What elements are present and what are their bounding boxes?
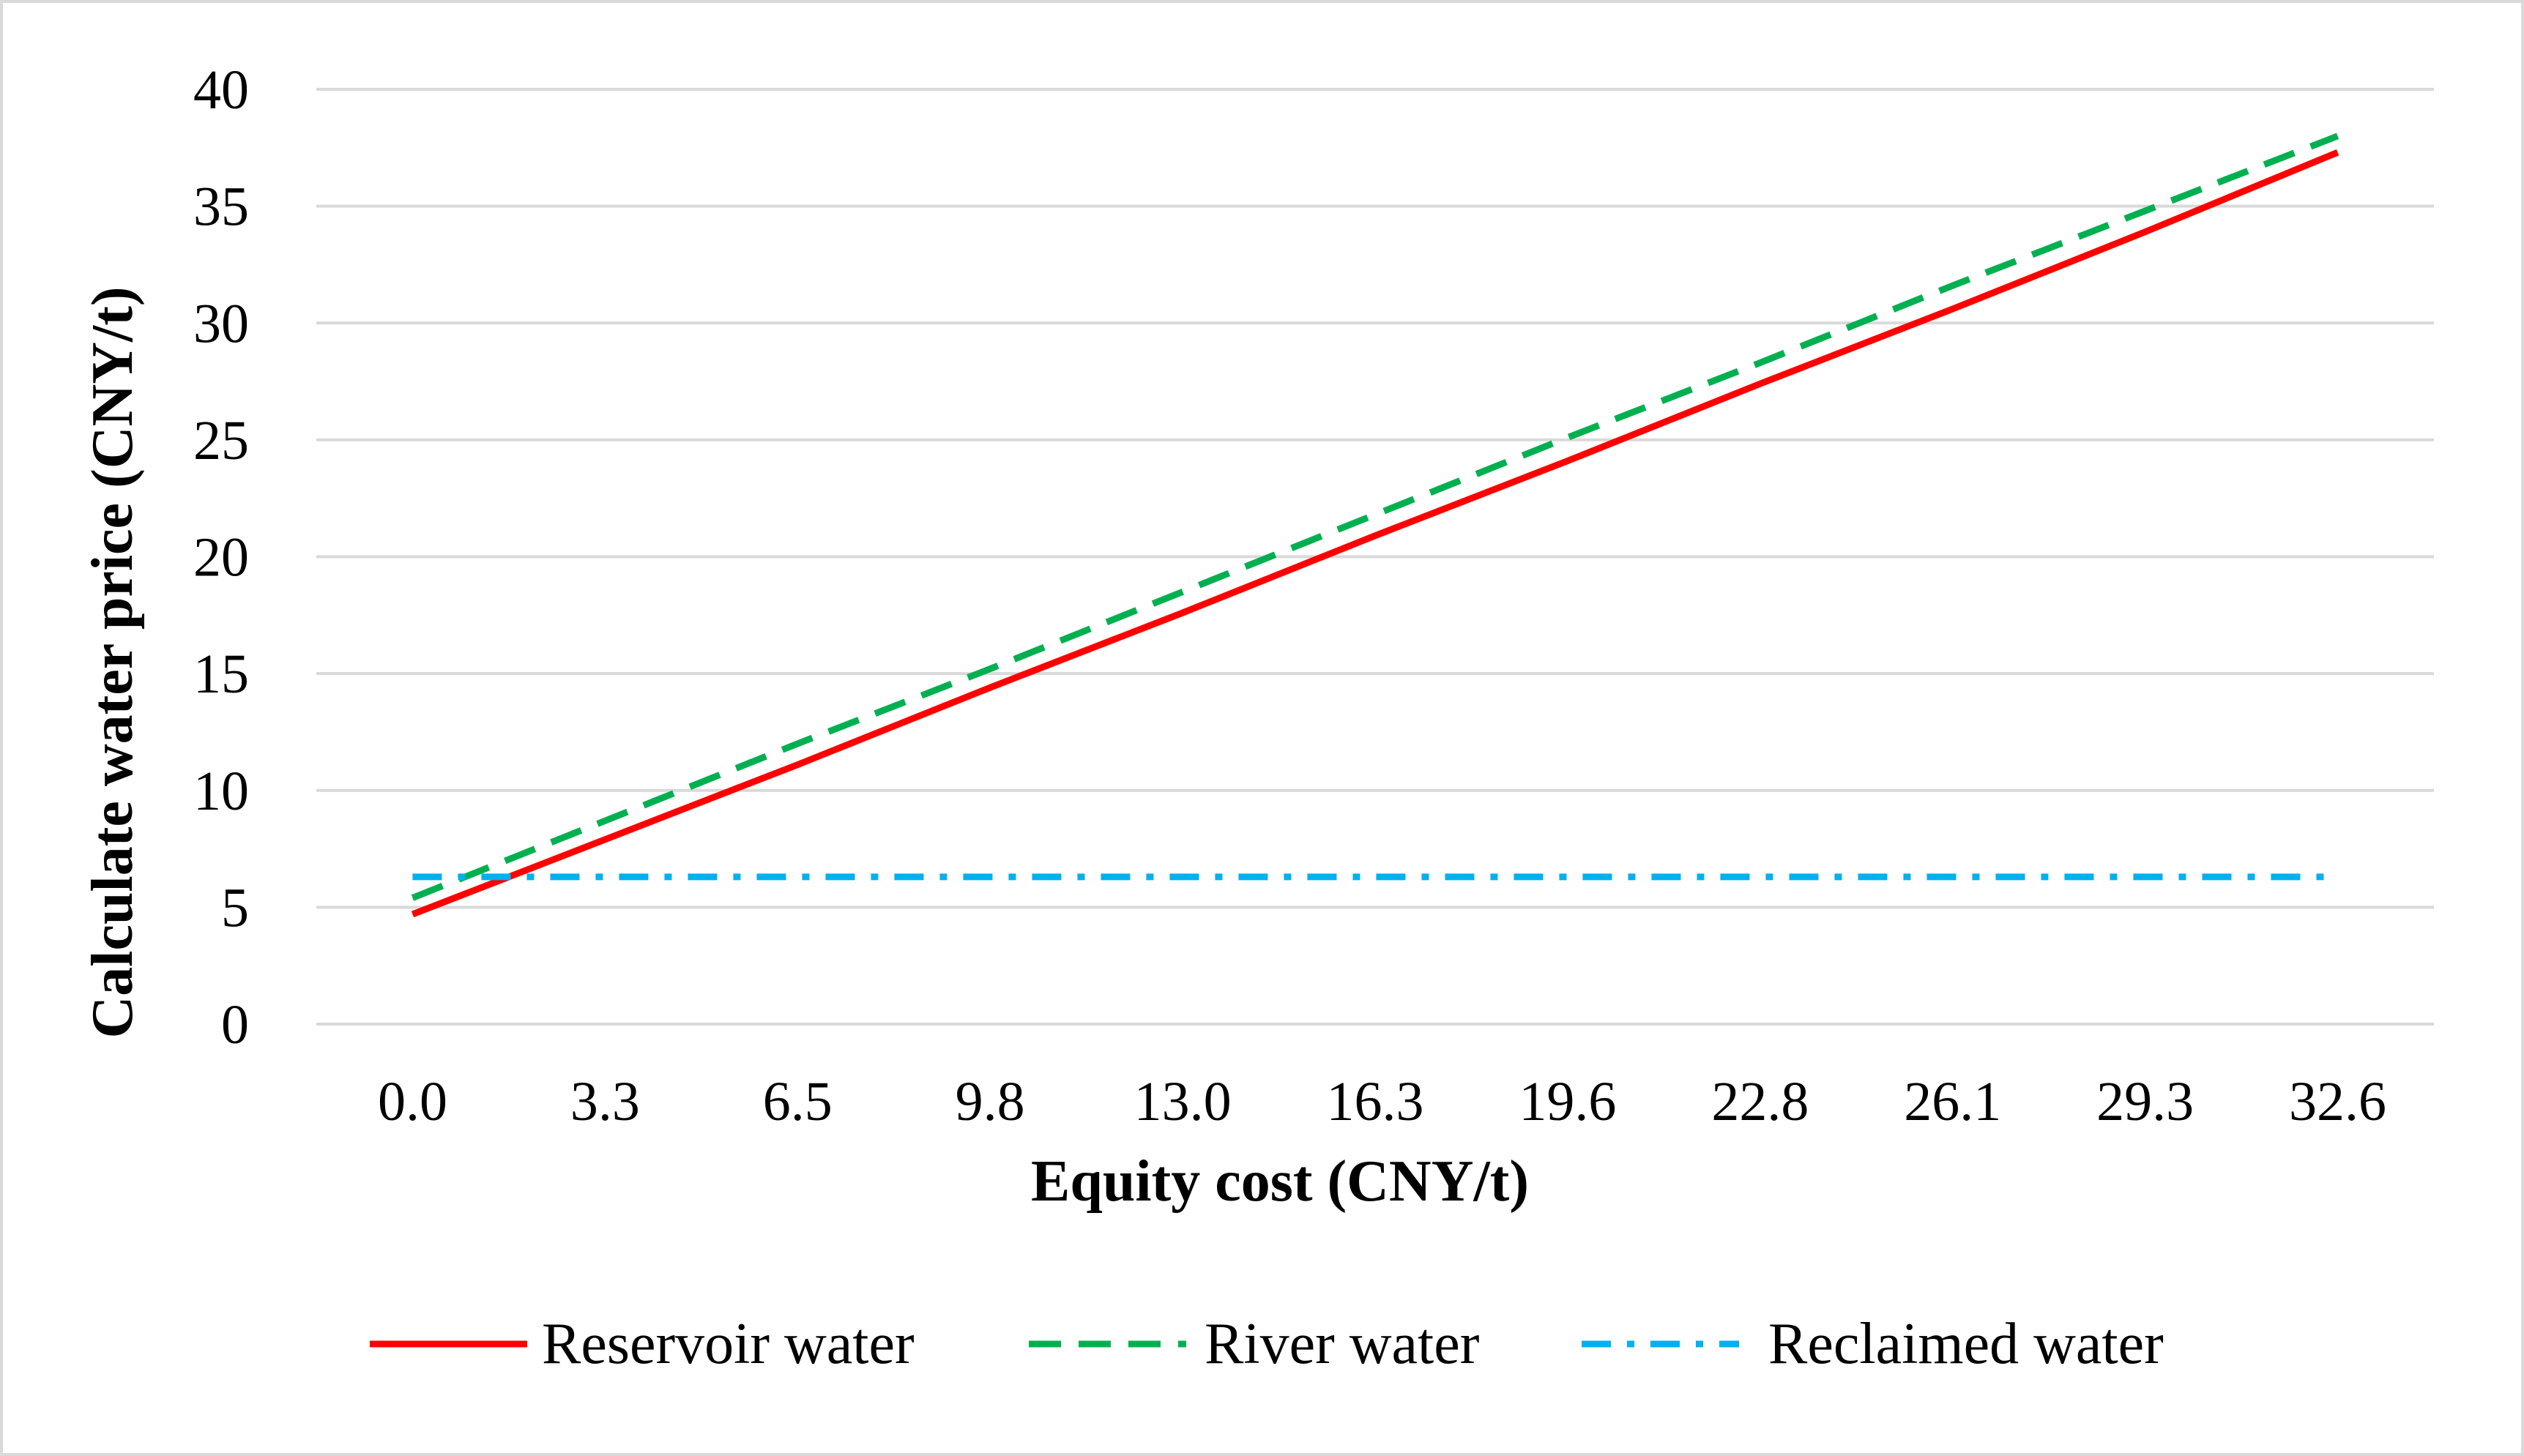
legend-label-reclaimed-water: Reclaimed water xyxy=(1768,1312,2164,1376)
y-tick-label: 35 xyxy=(193,176,249,238)
x-tick-label: 6.5 xyxy=(763,1071,833,1132)
x-tick-label: 16.3 xyxy=(1327,1071,1424,1132)
x-tick-label: 26.1 xyxy=(1904,1071,2001,1132)
x-tick-label: 22.8 xyxy=(1711,1071,1809,1132)
y-tick-label: 0 xyxy=(221,994,249,1056)
legend-label-reservoir-water: Reservoir water xyxy=(542,1312,915,1376)
series-lines xyxy=(411,132,2339,918)
x-tick-label: 9.8 xyxy=(956,1071,1025,1132)
y-tick-label: 15 xyxy=(193,643,249,705)
x-tick-label: 29.3 xyxy=(2096,1071,2194,1132)
y-axis-title: Calculate water price (CNY/t) xyxy=(81,286,145,1038)
x-tick-label: 13.0 xyxy=(1134,1071,1232,1132)
x-tick-label: 3.3 xyxy=(570,1071,640,1132)
series-line-reservoir-water xyxy=(411,149,2339,918)
x-tick-label: 32.6 xyxy=(2289,1071,2386,1132)
legend-item-reclaimed-water: Reclaimed water xyxy=(1582,1312,2164,1376)
y-tick-label: 40 xyxy=(193,59,249,121)
x-axis-ticks: 0.0 3.3 6.5 9.8 13.0 16.3 19.6 22.8 26.1 29.3 32.6 xyxy=(378,1071,2386,1132)
legend: Reservoir water River water Reclaimed wa… xyxy=(370,1312,2164,1376)
x-tick-label: 0.0 xyxy=(378,1071,447,1132)
gridlines xyxy=(316,88,2434,1026)
y-tick-label: 20 xyxy=(193,527,249,589)
legend-label-river-water: River water xyxy=(1205,1312,1479,1376)
legend-item-reservoir-water: Reservoir water xyxy=(370,1312,915,1376)
y-axis-ticks: 0 5 10 15 20 25 30 35 40 xyxy=(193,59,249,1056)
y-tick-label: 5 xyxy=(221,877,249,938)
y-tick-label: 10 xyxy=(193,761,249,822)
series-line-river-water xyxy=(411,132,2339,901)
y-tick-label: 30 xyxy=(193,293,249,354)
x-axis-title: Equity cost (CNY/t) xyxy=(1031,1149,1529,1214)
y-tick-label: 25 xyxy=(193,410,249,471)
legend-item-river-water: River water xyxy=(1029,1312,1479,1376)
x-tick-label: 19.6 xyxy=(1519,1071,1616,1132)
